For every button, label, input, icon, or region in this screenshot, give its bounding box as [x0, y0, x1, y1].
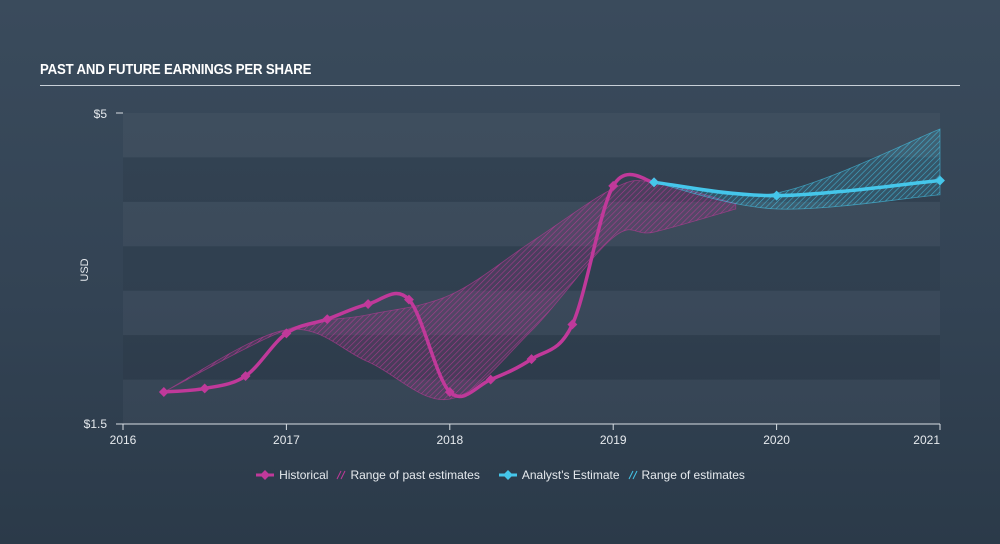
- historical-point: [363, 299, 374, 309]
- x-tick-labels: 2016 2017 2018 2019 2020 2021: [110, 433, 941, 447]
- legend-estimate-range[interactable]: Range of estimates: [628, 468, 745, 482]
- x-tick-label: 2021: [913, 433, 940, 447]
- past-estimate-range: [163, 180, 737, 401]
- x-tick-label: 2020: [763, 433, 790, 447]
- estimate-point: [649, 177, 659, 188]
- legend-historical[interactable]: Historical: [255, 468, 328, 482]
- chart-title: PAST AND FUTURE EARNINGS PER SHARE: [40, 61, 312, 78]
- title-divider: [40, 85, 960, 86]
- x-tick-label: 2019: [600, 433, 627, 447]
- legend-estimate[interactable]: Analyst's Estimate: [498, 468, 620, 482]
- estimate-range-legend-icon: [628, 470, 637, 480]
- axes: [116, 112, 941, 430]
- x-tick-label: 2018: [436, 433, 463, 447]
- legend-estimate-label: Analyst's Estimate: [521, 468, 620, 482]
- historical-point: [526, 354, 537, 365]
- historical-point: [199, 383, 210, 394]
- y-tick-top: $5: [94, 107, 108, 121]
- estimate-point: [935, 175, 945, 186]
- legend-estimate-range-label: Range of estimates: [641, 468, 745, 482]
- past-range-legend-icon: [336, 470, 346, 480]
- grid-band: [123, 202, 940, 246]
- historical-legend-icon: [256, 470, 275, 480]
- y-axis-title: USD: [79, 258, 91, 281]
- series-markers: [158, 175, 945, 397]
- historical-point: [158, 387, 169, 397]
- historical-point: [567, 319, 578, 330]
- y-tick-bottom: $1.5: [84, 417, 108, 431]
- historical-point: [485, 374, 496, 385]
- historical-point: [240, 371, 251, 381]
- grid-band: [123, 113, 940, 157]
- legend-past-range[interactable]: Range of past estimates: [336, 468, 480, 482]
- legend-historical-label: Historical: [279, 468, 329, 482]
- grid-band: [123, 380, 940, 424]
- historical-point: [608, 180, 619, 191]
- x-tick-label: 2017: [273, 433, 300, 447]
- historical-point: [444, 387, 455, 397]
- historical-point: [281, 328, 292, 339]
- estimate-point: [771, 190, 782, 201]
- historical-point: [322, 314, 333, 325]
- x-tick-label: 2016: [110, 433, 137, 447]
- legend: Historical Range of past estimates Analy…: [0, 468, 1000, 482]
- legend-past-range-label: Range of past estimates: [350, 468, 480, 482]
- estimate-legend-icon: [498, 470, 517, 480]
- historical-point: [404, 294, 414, 305]
